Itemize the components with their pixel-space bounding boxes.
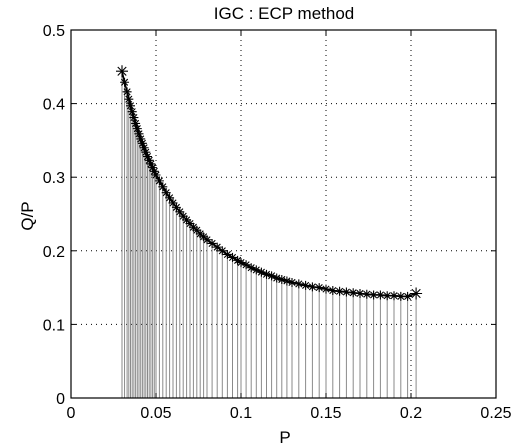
- data-point: [124, 94, 134, 104]
- data-point: [141, 147, 151, 157]
- data-point: [143, 152, 152, 162]
- data-point: [139, 143, 149, 153]
- data-point: [362, 289, 372, 299]
- data-point: [369, 290, 379, 300]
- axes-box: [70, 29, 497, 399]
- data-point: [375, 290, 385, 300]
- y-tick-label: 0.2: [43, 244, 65, 261]
- y-tick-label: 0: [56, 391, 65, 408]
- x-tick-label: 0.1: [230, 405, 252, 422]
- data-point: [175, 207, 185, 217]
- data-point: [222, 249, 232, 259]
- data-point: [144, 155, 154, 165]
- data-point: [132, 124, 142, 134]
- data-point: [282, 276, 292, 286]
- data-point: [217, 246, 227, 256]
- data-point: [168, 198, 178, 208]
- data-point: [165, 193, 175, 203]
- chart-title: IGC : ECP method: [214, 4, 354, 23]
- data-point: [410, 287, 423, 300]
- data-point: [151, 170, 161, 180]
- y-tick-label: 0.3: [43, 170, 65, 187]
- data-point: [294, 279, 304, 289]
- plot-background: [71, 30, 496, 398]
- data-point: [287, 277, 297, 287]
- y-tick-label: 0.4: [43, 97, 65, 114]
- data-point: [126, 101, 135, 111]
- data-point: [301, 280, 311, 290]
- data-point: [277, 275, 287, 285]
- data-point: [149, 166, 159, 176]
- data-point: [233, 255, 243, 265]
- data-point: [148, 163, 158, 173]
- data-point: [212, 242, 222, 252]
- x-tick-label: 0.2: [400, 405, 422, 422]
- data-point: [348, 288, 358, 298]
- data-point: [246, 263, 256, 273]
- data-point: [355, 288, 365, 298]
- data-point: [134, 129, 144, 139]
- data-point: [120, 77, 130, 87]
- data-point: [122, 87, 132, 97]
- data-point: [129, 113, 139, 123]
- data-point: [207, 238, 217, 248]
- y-tick-label: 0.1: [43, 317, 65, 334]
- data-point: [146, 159, 156, 169]
- data-point: [314, 283, 324, 293]
- data-point: [267, 271, 277, 281]
- data-point: [192, 225, 202, 235]
- x-tick-label: 0.15: [310, 405, 341, 422]
- x-axis-title: P: [279, 428, 290, 447]
- data-point: [241, 260, 251, 270]
- x-tick-label: 0.05: [140, 405, 171, 422]
- data-point: [116, 65, 128, 78]
- data-point: [127, 107, 137, 117]
- data-point: [321, 284, 331, 294]
- data-point: [403, 291, 413, 301]
- x-tick-label: 0.25: [480, 405, 511, 422]
- data-point: [182, 215, 192, 225]
- data-point: [236, 258, 246, 268]
- data-point: [185, 219, 195, 229]
- data-point: [158, 182, 168, 192]
- data-point: [396, 291, 406, 301]
- data-point: [171, 202, 181, 212]
- data-point: [228, 252, 237, 262]
- data-point: [136, 134, 146, 144]
- data-point: [161, 188, 171, 198]
- data-point: [256, 267, 266, 277]
- data-point: [178, 211, 188, 221]
- y-tick-label: 0.5: [43, 23, 65, 40]
- data-point: [131, 118, 141, 128]
- data-point: [389, 291, 399, 301]
- data-point: [272, 273, 282, 283]
- data-point: [328, 286, 338, 296]
- data-point: [341, 287, 351, 297]
- data-point: [202, 235, 212, 245]
- data-point: [137, 138, 147, 148]
- data-point: [154, 176, 164, 186]
- data-point: [335, 286, 345, 296]
- data-point: [382, 291, 392, 301]
- plot-area: 0 0.05 0.1 0.15 0.2 0.25 0 0.1 0.2 0.3 0.4 0.5: [43, 23, 512, 422]
- data-point: [262, 269, 271, 279]
- y-axis-title: Q/P: [18, 201, 37, 230]
- x-tick-label: 0: [67, 405, 76, 422]
- data-point: [251, 265, 261, 275]
- data-point: [307, 282, 317, 292]
